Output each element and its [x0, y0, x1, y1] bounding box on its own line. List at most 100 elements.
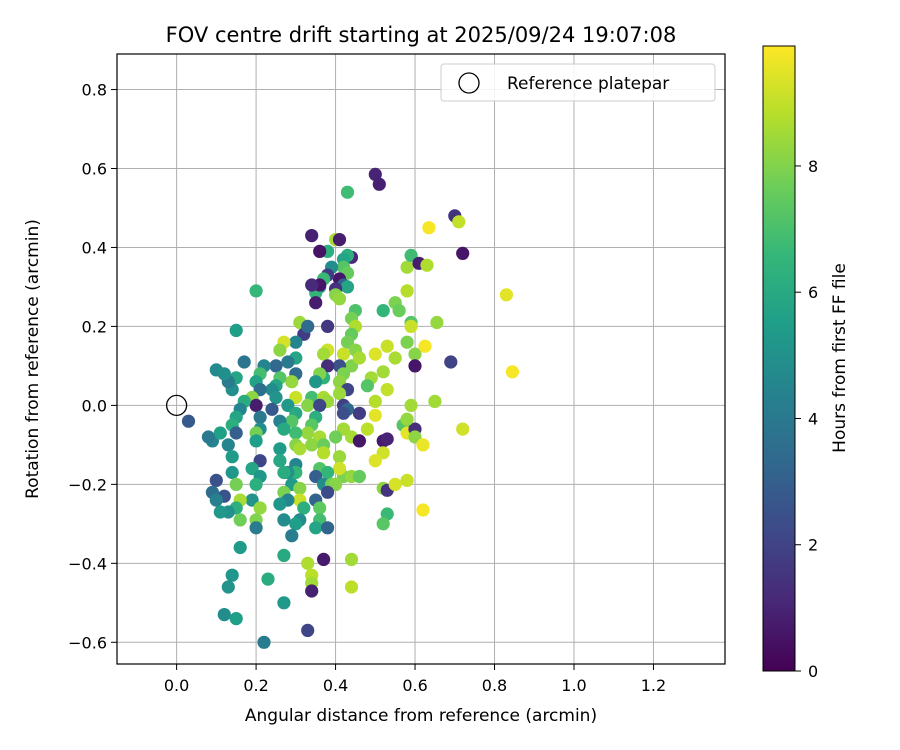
colorbar-bar: [762, 45, 796, 672]
data-point: [293, 442, 307, 456]
data-point: [269, 390, 283, 405]
data-point: [321, 521, 335, 535]
data-point: [253, 410, 267, 424]
data-point: [233, 513, 247, 527]
data-point: [380, 383, 394, 397]
grid-lines: [117, 54, 725, 664]
data-point: [408, 347, 422, 361]
data-point: [285, 529, 299, 543]
data-point: [309, 375, 323, 389]
data-point: [336, 347, 351, 361]
data-point: [213, 505, 227, 519]
data-point: [352, 434, 366, 448]
legend-label: Reference platepar: [507, 74, 669, 94]
data-point: [253, 501, 267, 515]
data-point: [408, 359, 422, 373]
data-point: [301, 398, 315, 412]
y-axis-ticks: −0.6 −0.4 −0.2 0.0 0.2 0.4 0.6 0.8: [68, 81, 117, 652]
data-point: [229, 323, 243, 337]
data-point: [225, 465, 239, 480]
colorbar-tick-label: 8: [808, 157, 818, 176]
data-point: [400, 335, 414, 349]
y-tick-label: 0.4: [82, 238, 107, 257]
data-point: [430, 315, 444, 330]
data-point: [257, 635, 271, 649]
data-point: [428, 394, 442, 408]
data-point: [321, 465, 335, 480]
data-point: [376, 517, 390, 531]
data-point: [277, 513, 291, 527]
data-point: [404, 319, 418, 333]
data-point: [317, 347, 331, 361]
data-point: [233, 540, 247, 555]
data-point: [416, 503, 430, 517]
data-point: [392, 304, 406, 318]
data-point: [249, 284, 263, 298]
data-point: [400, 284, 414, 298]
x-tick-label: 1.0: [561, 676, 586, 695]
data-point: [332, 386, 347, 401]
x-tick-label: 0.2: [243, 676, 268, 695]
data-point: [505, 365, 519, 379]
data-point: [456, 246, 470, 260]
data-point: [305, 438, 319, 452]
data-point: [332, 462, 347, 476]
x-tick-label: 1.2: [641, 676, 666, 695]
data-point: [380, 339, 394, 353]
data-point: [225, 568, 239, 582]
data-point: [400, 260, 414, 274]
data-point: [340, 280, 355, 294]
y-tick-label: −0.6: [68, 633, 107, 652]
colorbar-tick-label: 4: [808, 409, 818, 428]
data-point: [181, 414, 196, 428]
data-point: [368, 167, 382, 181]
x-tick-label: 0.4: [323, 676, 348, 695]
data-point: [336, 406, 351, 420]
data-point: [305, 229, 319, 243]
data-point: [273, 442, 287, 456]
data-point: [213, 426, 227, 440]
data-point: [456, 422, 470, 436]
data-point: [317, 446, 331, 460]
data-point: [321, 319, 335, 333]
data-point: [305, 278, 319, 292]
data-point: [201, 430, 215, 444]
data-point: [352, 351, 366, 365]
y-tick-label: −0.4: [68, 554, 107, 573]
y-tick-label: 0.2: [82, 317, 107, 336]
data-point: [420, 258, 434, 272]
data-point: [209, 493, 223, 507]
data-point: [277, 596, 291, 610]
data-point: [360, 422, 374, 436]
colorbar: 0 2 4 6 8 Hours from first FF file: [762, 45, 850, 681]
data-point: [273, 454, 287, 468]
data-point: [301, 319, 315, 333]
data-point: [301, 623, 315, 638]
data-point: [368, 347, 382, 361]
data-point: [273, 343, 287, 357]
data-point: [416, 438, 430, 452]
data-point: [332, 233, 347, 247]
data-point: [368, 394, 382, 408]
x-axis-ticks: 0.0 0.2 0.4 0.6 0.8 1.0 1.2: [164, 664, 666, 695]
data-point: [422, 221, 436, 235]
data-point: [317, 552, 331, 567]
data-point: [329, 430, 343, 444]
chart-title: FOV centre drift starting at 2025/09/24 …: [166, 23, 677, 47]
data-point: [332, 292, 347, 306]
data-point: [269, 359, 283, 373]
data-point: [313, 398, 327, 412]
data-point: [281, 355, 295, 369]
data-point: [400, 473, 414, 487]
data-point: [388, 477, 402, 491]
data-point: [261, 572, 275, 586]
data-point: [249, 477, 263, 491]
data-point: [217, 367, 231, 381]
data-point: [321, 485, 335, 499]
data-point: [265, 402, 279, 416]
data-point: [277, 465, 291, 480]
data-point: [368, 454, 382, 468]
data-point: [352, 406, 366, 420]
legend: Reference platepar: [440, 63, 716, 102]
colorbar-tick-label: 6: [808, 283, 818, 302]
